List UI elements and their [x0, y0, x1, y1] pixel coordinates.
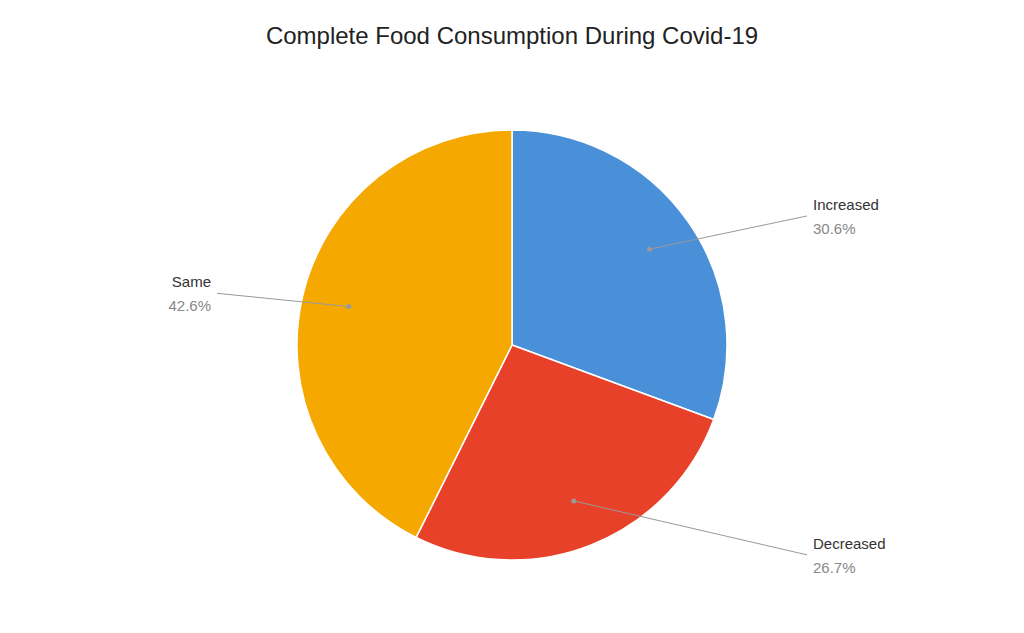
leader-dot	[647, 247, 652, 252]
data-label: 26.7%	[813, 559, 856, 576]
leader-line	[217, 293, 349, 306]
slice-label: Increased	[813, 196, 879, 213]
leader-dot	[346, 304, 351, 309]
leader-line	[574, 501, 807, 555]
leader-dot	[571, 498, 576, 503]
chart-title: Complete Food Consumption During Covid-1…	[266, 22, 758, 49]
pie	[297, 130, 727, 560]
data-labels: Increased 30.6% Decreased 26.7% Same 42.6%	[168, 196, 885, 576]
chart: Complete Food Consumption During Covid-1…	[0, 0, 1024, 633]
leader-line	[650, 216, 807, 249]
slice-label: Same	[172, 273, 211, 290]
pie-slice	[297, 130, 512, 537]
data-label: 30.6%	[813, 220, 856, 237]
data-label: 42.6%	[168, 297, 211, 314]
slice-label: Decreased	[813, 535, 886, 552]
